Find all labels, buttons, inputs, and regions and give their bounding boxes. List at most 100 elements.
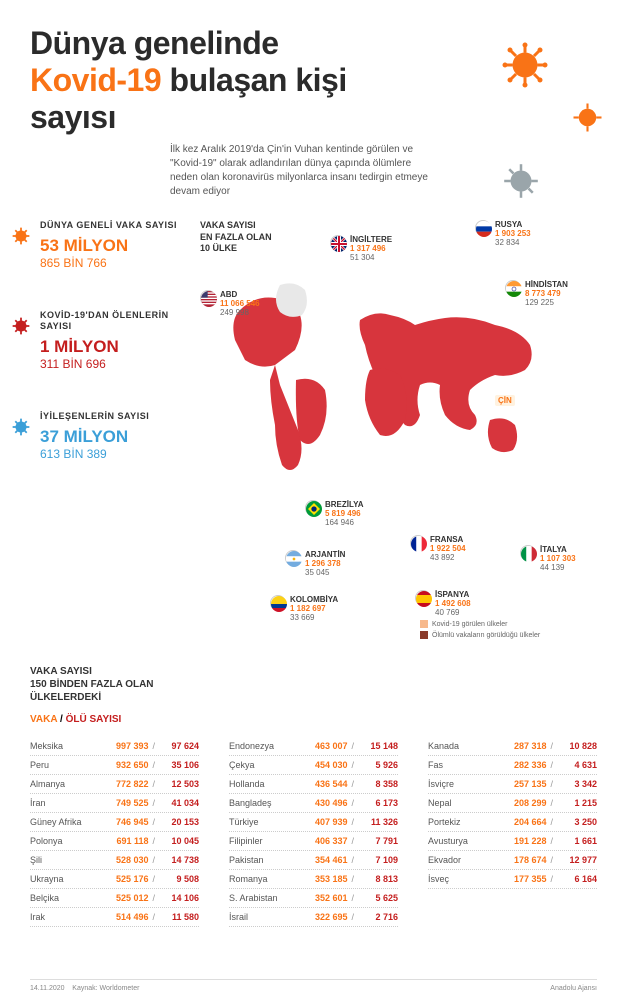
table-subtitle: VAKA / ÖLÜ SAYISI xyxy=(30,714,597,725)
row-cases: 525 176 xyxy=(92,874,148,884)
row-cases: 178 674 xyxy=(490,855,546,865)
country-name: HİNDİSTAN xyxy=(525,280,568,289)
row-country: Fas xyxy=(428,760,490,770)
footer-date: 14.11.2020 xyxy=(30,985,65,992)
table-row: Nepal208 299/1 215 xyxy=(428,794,597,813)
row-cases: 407 939 xyxy=(291,817,347,827)
row-country: Şili xyxy=(30,855,92,865)
flag-icon xyxy=(200,290,216,306)
country-cases: 1 182 697 xyxy=(290,604,338,613)
table-column: Endonezya463 007/15 148Çekya454 030/5 92… xyxy=(229,737,398,927)
country-cases: 1 903 253 xyxy=(495,229,531,238)
row-deaths: 4 631 xyxy=(557,760,597,770)
flag-icon xyxy=(520,545,536,561)
row-country: Avusturya xyxy=(428,836,490,846)
country-deaths: 51 304 xyxy=(350,253,392,262)
country-pin: HİNDİSTAN 8 773 479 129 225 xyxy=(505,280,568,307)
country-cases: 11 066 546 xyxy=(220,299,260,308)
row-country: Endonezya xyxy=(229,741,291,751)
table-column: Kanada287 318/10 828Fas282 336/4 631İsvi… xyxy=(428,737,597,927)
country-pin: ABD 11 066 546 249 998 xyxy=(200,290,260,317)
table-row: Avusturya191 228/1 661 xyxy=(428,832,597,851)
country-name: ARJANTİN xyxy=(305,550,345,559)
map-title: VAKA SAYISIEN FAZLA OLAN10 ÜLKE xyxy=(200,220,600,255)
stat-label: İYİLEŞENLERİN SAYISI xyxy=(40,411,190,423)
country-cases: 5 819 496 xyxy=(325,509,364,518)
table-row: Portekiz204 664/3 250 xyxy=(428,813,597,832)
row-country: Almanya xyxy=(30,779,92,789)
row-cases: 997 393 xyxy=(92,741,148,751)
country-pin: FRANSA 1 922 504 43 892 xyxy=(410,535,466,562)
table-row: İran749 525/41 034 xyxy=(30,794,199,813)
subtitle-text: İlk kez Aralık 2019'da Çin'in Vuhan kent… xyxy=(170,143,440,199)
table-row: Güney Afrika746 945/20 153 xyxy=(30,813,199,832)
row-deaths: 8 358 xyxy=(358,779,398,789)
row-cases: 177 355 xyxy=(490,874,546,884)
row-deaths: 11 580 xyxy=(159,912,199,922)
stat-sub-value: 613 BİN 389 xyxy=(40,447,190,461)
row-deaths: 1 661 xyxy=(557,836,597,846)
row-deaths: 97 624 xyxy=(159,741,199,751)
row-country: Filipinler xyxy=(229,836,291,846)
stat-big-value: 53 MİLYON xyxy=(40,236,190,256)
row-country: Kanada xyxy=(428,741,490,751)
country-deaths: 32 834 xyxy=(495,238,531,247)
row-deaths: 14 738 xyxy=(159,855,199,865)
row-deaths: 10 828 xyxy=(557,741,597,751)
row-cases: 514 496 xyxy=(92,912,148,922)
row-cases: 525 012 xyxy=(92,893,148,903)
country-deaths: 35 045 xyxy=(305,568,345,577)
stat-big-value: 37 MİLYON xyxy=(40,427,190,447)
table-column: Meksika997 393/97 624Peru932 650/35 106A… xyxy=(30,737,199,927)
global-stats: DÜNYA GENELİ VAKA SAYISI 53 MİLYON 865 B… xyxy=(30,220,190,501)
country-name: İTALYA xyxy=(540,545,576,554)
table-title: VAKA SAYISI150 BİNDEN FAZLA OLANÜLKELERD… xyxy=(30,665,597,704)
flag-icon xyxy=(410,535,426,551)
row-cases: 354 461 xyxy=(291,855,347,865)
row-cases: 322 695 xyxy=(291,912,347,922)
country-cases: 1 107 303 xyxy=(540,554,576,563)
row-deaths: 12 503 xyxy=(159,779,199,789)
row-deaths: 7 791 xyxy=(358,836,398,846)
country-name: KOLOMBİYA xyxy=(290,595,338,604)
virus-stat-icon xyxy=(10,225,32,247)
row-deaths: 2 716 xyxy=(358,912,398,922)
country-deaths: 44 139 xyxy=(540,563,576,572)
legend-text: Ölümlü vakaların görüldüğü ülkeler xyxy=(432,632,540,639)
country-deaths: 40 769 xyxy=(435,608,471,617)
row-country: Güney Afrika xyxy=(30,817,92,827)
row-country: Çekya xyxy=(229,760,291,770)
row-cases: 430 496 xyxy=(291,798,347,808)
row-deaths: 41 034 xyxy=(159,798,199,808)
legend-text: Kovid-19 görülen ülkeler xyxy=(432,621,508,628)
table-row: İsveç177 355/6 164 xyxy=(428,870,597,889)
table-row: Şili528 030/14 738 xyxy=(30,851,199,870)
row-cases: 772 822 xyxy=(92,779,148,789)
table-row: Kanada287 318/10 828 xyxy=(428,737,597,756)
country-pin: RUSYA 1 903 253 32 834 xyxy=(475,220,531,247)
stat-sub-value: 311 BİN 696 xyxy=(40,357,190,371)
row-deaths: 11 326 xyxy=(358,817,398,827)
row-cases: 208 299 xyxy=(490,798,546,808)
row-country: İsrail xyxy=(229,912,291,922)
country-pin: BREZİLYA 5 819 496 164 946 xyxy=(305,500,364,527)
legend-item: Ölümlü vakaların görüldüğü ülkeler xyxy=(420,631,540,639)
table-row: S. Arabistan352 601/5 625 xyxy=(229,889,398,908)
row-deaths: 7 109 xyxy=(358,855,398,865)
virus-stat-icon xyxy=(10,315,32,337)
row-cases: 746 945 xyxy=(92,817,148,827)
footer-agency: Anadolu Ajansı xyxy=(550,985,597,992)
row-deaths: 5 926 xyxy=(358,760,398,770)
country-deaths: 33 669 xyxy=(290,613,338,622)
row-deaths: 3 342 xyxy=(557,779,597,789)
row-country: Irak xyxy=(30,912,92,922)
country-cases: 1 296 378 xyxy=(305,559,345,568)
row-country: Hollanda xyxy=(229,779,291,789)
country-deaths: 129 225 xyxy=(525,298,568,307)
table-row: Çekya454 030/5 926 xyxy=(229,756,398,775)
flag-icon xyxy=(270,595,286,611)
row-deaths: 6 164 xyxy=(557,874,597,884)
table-row: Pakistan354 461/7 109 xyxy=(229,851,398,870)
row-country: İsviçre xyxy=(428,779,490,789)
row-cases: 749 525 xyxy=(92,798,148,808)
